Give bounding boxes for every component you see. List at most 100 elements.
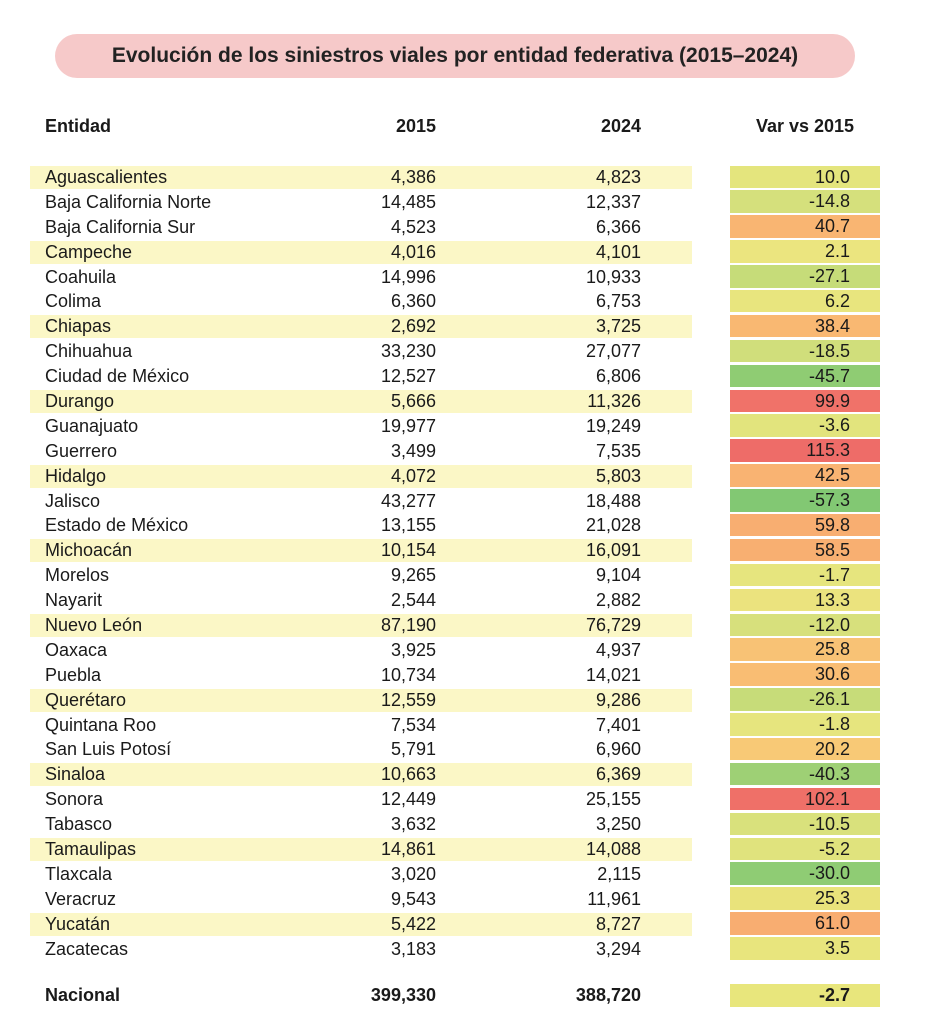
cell-2015: 3,183 xyxy=(390,938,436,959)
cell-var: 30.6 xyxy=(730,663,880,687)
cell-var: 102.1 xyxy=(730,787,880,812)
table-row: Jalisco 43,277 18,488 -57.3 xyxy=(0,489,936,514)
table-row: Chihuahua 33,230 27,077 -18.5 xyxy=(0,339,936,364)
cell-var: 59.8 xyxy=(730,513,880,538)
table-row: Nuevo León 87,190 76,729 -12.0 xyxy=(0,613,936,638)
cell-entidad: Quintana Roo xyxy=(45,714,157,735)
cell-2015: 5,666 xyxy=(390,391,436,412)
row-band xyxy=(30,464,692,488)
row-band xyxy=(30,863,692,886)
cell-2015: 19,977 xyxy=(380,415,436,436)
cell-var: -30.0 xyxy=(730,862,880,886)
cell-2024: 4,823 xyxy=(595,167,641,187)
cell-entidad: Estado de México xyxy=(45,515,189,536)
table-row: Campeche 4,016 4,101 2.1 xyxy=(0,240,936,265)
cell-var: -18.5 xyxy=(730,339,880,364)
cell-var: 42.5 xyxy=(730,464,880,488)
column-header-entidad: Entidad xyxy=(45,116,111,136)
row-band xyxy=(30,614,692,638)
row-band xyxy=(30,639,692,662)
cell-var: 38.4 xyxy=(730,314,880,339)
row-band xyxy=(30,539,692,563)
cell-entidad: Aguascalientes xyxy=(45,167,168,187)
national-var: -2.7 xyxy=(730,984,880,1007)
table-row: Hidalgo 4,072 5,803 42.5 xyxy=(0,464,936,489)
cell-var: -5.2 xyxy=(730,837,880,862)
cell-var: 115.3 xyxy=(730,439,880,463)
cell-2015: 14,861 xyxy=(380,839,436,860)
cell-var: 99.9 xyxy=(730,389,880,414)
table-row: Yucatán 5,422 8,727 61.0 xyxy=(0,912,936,937)
cell-2015: 5,791 xyxy=(390,739,436,760)
table-row: Ciudad de México 12,527 6,806 -45.7 xyxy=(0,364,936,389)
cell-2015: 43,277 xyxy=(380,490,436,511)
cell-var: -40.3 xyxy=(730,762,880,787)
table-row: Estado de México 13,155 21,028 59.8 xyxy=(0,513,936,538)
cell-2024: 16,091 xyxy=(585,540,641,561)
row-band xyxy=(30,315,692,339)
cell-2015: 4,386 xyxy=(390,167,436,187)
cell-entidad: San Luis Potosí xyxy=(45,739,172,760)
cell-2015: 6,360 xyxy=(390,291,436,312)
table-row: Sonora 12,449 25,155 102.1 xyxy=(0,787,936,812)
cell-var: -3.6 xyxy=(730,414,880,438)
cell-2015: 3,632 xyxy=(390,814,436,835)
cell-2015: 13,155 xyxy=(380,515,436,536)
column-header-var: Var vs 2015 xyxy=(755,116,855,136)
cell-entidad: Nuevo León xyxy=(45,615,143,636)
cell-var: 25.8 xyxy=(730,638,880,662)
row-band xyxy=(30,763,692,787)
cell-entidad: Puebla xyxy=(45,664,102,685)
cell-2015: 2,692 xyxy=(390,316,436,337)
cell-entidad: Sonora xyxy=(45,789,104,810)
table-row: Quintana Roo 7,534 7,401 -1.8 xyxy=(0,713,936,738)
cell-entidad: Sinaloa xyxy=(45,764,106,785)
cell-2024: 3,725 xyxy=(595,316,641,337)
table-row: Veracruz 9,543 11,961 25.3 xyxy=(0,887,936,912)
cell-entidad: Coahuila xyxy=(45,266,117,287)
cell-2015: 14,996 xyxy=(380,266,436,287)
cell-2024: 11,961 xyxy=(587,888,641,909)
row-band xyxy=(30,290,692,313)
cell-2024: 6,753 xyxy=(595,291,641,312)
cell-var: 61.0 xyxy=(730,912,880,936)
cell-entidad: Tabasco xyxy=(45,814,113,835)
cell-2024: 3,250 xyxy=(595,814,641,835)
table-row: Guerrero 3,499 7,535 115.3 xyxy=(0,439,936,464)
table-row: Tlaxcala 3,020 2,115 -30.0 xyxy=(0,862,936,887)
cell-2015: 10,663 xyxy=(380,764,436,785)
cell-2015: 87,190 xyxy=(380,615,436,636)
cell-2024: 11,326 xyxy=(587,391,641,412)
table-row: Michoacán 10,154 16,091 58.5 xyxy=(0,538,936,563)
cell-2015: 5,422 xyxy=(390,913,436,934)
cell-2024: 21,028 xyxy=(585,515,641,536)
cell-entidad: Hidalgo xyxy=(45,465,107,486)
cell-2015: 33,230 xyxy=(380,341,436,362)
table-row: Zacatecas 3,183 3,294 3.5 xyxy=(0,937,936,962)
row-band xyxy=(30,240,692,264)
national-total-row: Nacional 399,330 388,720 -2.7 xyxy=(0,983,936,1007)
national-2015: 399,330 xyxy=(370,985,436,1005)
cell-2015: 2,544 xyxy=(390,590,436,611)
cell-entidad: Guerrero xyxy=(45,440,118,461)
cell-2015: 3,925 xyxy=(390,639,436,660)
row-band xyxy=(30,688,692,712)
cell-var: -26.1 xyxy=(730,688,880,712)
cell-2015: 12,527 xyxy=(380,366,436,387)
page-title: Evolución de los siniestros viales por e… xyxy=(55,34,855,78)
table-row: Colima 6,360 6,753 6.2 xyxy=(0,289,936,314)
cell-entidad: Tlaxcala xyxy=(45,863,113,884)
cell-2024: 19,249 xyxy=(585,415,641,436)
cell-2015: 10,734 xyxy=(380,664,436,685)
table-row: Tamaulipas 14,861 14,088 -5.2 xyxy=(0,837,936,862)
cell-2015: 12,559 xyxy=(380,689,436,710)
cell-2024: 8,727 xyxy=(595,913,641,934)
column-header-2015: 2015 xyxy=(395,116,436,136)
cell-2024: 3,294 xyxy=(595,938,641,959)
cell-2024: 7,535 xyxy=(595,440,641,461)
table-row: Tabasco 3,632 3,250 -10.5 xyxy=(0,812,936,837)
cell-var: 58.5 xyxy=(730,538,880,563)
column-header-2024: 2024 xyxy=(600,116,641,136)
cell-2024: 4,937 xyxy=(595,639,641,660)
national-label: Nacional xyxy=(45,985,121,1005)
